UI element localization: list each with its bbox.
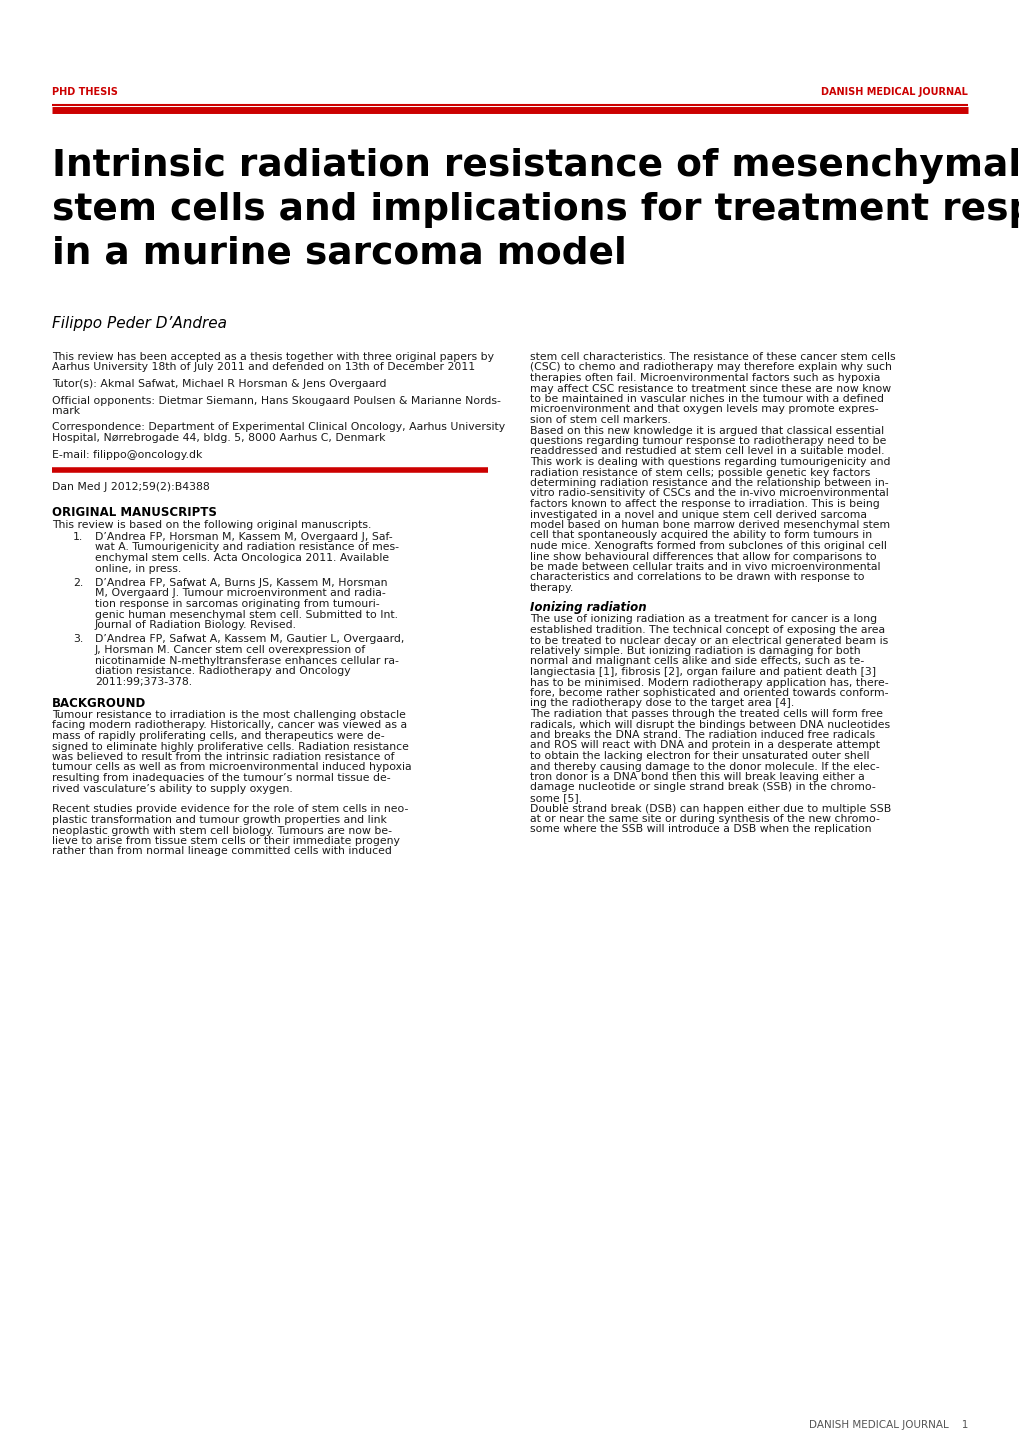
Text: stem cell characteristics. The resistance of these cancer stem cells: stem cell characteristics. The resistanc… xyxy=(530,352,895,362)
Text: tron donor is a DNA bond then this will break leaving either a: tron donor is a DNA bond then this will … xyxy=(530,772,864,782)
Text: may affect CSC resistance to treatment since these are now know: may affect CSC resistance to treatment s… xyxy=(530,384,891,394)
Text: Filippo Peder D’Andrea: Filippo Peder D’Andrea xyxy=(52,316,227,330)
Text: Tumour resistance to irradiation is the most challenging obstacle: Tumour resistance to irradiation is the … xyxy=(52,710,406,720)
Text: to obtain the lacking electron for their unsaturated outer shell: to obtain the lacking electron for their… xyxy=(530,750,868,760)
Text: radicals, which will disrupt the bindings between DNA nucleotides: radicals, which will disrupt the binding… xyxy=(530,720,890,730)
Text: stem cells and implications for treatment response: stem cells and implications for treatmen… xyxy=(52,192,1019,228)
Text: (CSC) to chemo and radiotherapy may therefore explain why such: (CSC) to chemo and radiotherapy may ther… xyxy=(530,362,891,372)
Text: D’Andrea FP, Safwat A, Burns JS, Kassem M, Horsman: D’Andrea FP, Safwat A, Burns JS, Kassem … xyxy=(95,579,387,587)
Text: sion of stem cell markers.: sion of stem cell markers. xyxy=(530,416,671,426)
Text: Recent studies provide evidence for the role of stem cells in neo-: Recent studies provide evidence for the … xyxy=(52,805,408,814)
Text: has to be minimised. Modern radiotherapy application has, there-: has to be minimised. Modern radiotherapy… xyxy=(530,678,888,687)
Text: and ROS will react with DNA and protein in a desperate attempt: and ROS will react with DNA and protein … xyxy=(530,740,879,750)
Text: ORIGINAL MANUSCRIPTS: ORIGINAL MANUSCRIPTS xyxy=(52,506,217,519)
Text: in a murine sarcoma model: in a murine sarcoma model xyxy=(52,237,626,271)
Text: relatively simple. But ionizing radiation is damaging for both: relatively simple. But ionizing radiatio… xyxy=(530,646,860,657)
Text: radiation resistance of stem cells; possible genetic key factors: radiation resistance of stem cells; poss… xyxy=(530,468,869,478)
Text: BACKGROUND: BACKGROUND xyxy=(52,697,146,710)
Text: to be treated to nuclear decay or an electrical generated beam is: to be treated to nuclear decay or an ele… xyxy=(530,635,888,645)
Text: langiectasia [1], fibrosis [2], organ failure and patient death [3]: langiectasia [1], fibrosis [2], organ fa… xyxy=(530,667,875,677)
Text: tumour cells as well as from microenvironmental induced hypoxia: tumour cells as well as from microenviro… xyxy=(52,762,412,772)
Text: ing the radiotherapy dose to the target area [4].: ing the radiotherapy dose to the target … xyxy=(530,698,794,709)
Text: online, in press.: online, in press. xyxy=(95,564,181,573)
Text: J, Horsman M. Cancer stem cell overexpression of: J, Horsman M. Cancer stem cell overexpre… xyxy=(95,645,366,655)
Text: signed to eliminate highly proliferative cells. Radiation resistance: signed to eliminate highly proliferative… xyxy=(52,742,409,752)
Text: neoplastic growth with stem cell biology. Tumours are now be-: neoplastic growth with stem cell biology… xyxy=(52,825,391,835)
Text: and thereby causing damage to the donor molecule. If the elec-: and thereby causing damage to the donor … xyxy=(530,762,878,772)
Text: enchymal stem cells. Acta Oncologica 2011. Available: enchymal stem cells. Acta Oncologica 201… xyxy=(95,553,388,563)
Text: D’Andrea FP, Horsman M, Kassem M, Overgaard J, Saf-: D’Andrea FP, Horsman M, Kassem M, Overga… xyxy=(95,532,392,543)
Text: model based on human bone marrow derived mesenchymal stem: model based on human bone marrow derived… xyxy=(530,519,890,530)
Text: resulting from inadequacies of the tumour’s normal tissue de-: resulting from inadequacies of the tumou… xyxy=(52,773,390,784)
Text: to be maintained in vascular niches in the tumour with a defined: to be maintained in vascular niches in t… xyxy=(530,394,883,404)
Text: Intrinsic radiation resistance of mesenchymal cancer: Intrinsic radiation resistance of mesenc… xyxy=(52,149,1019,185)
Text: characteristics and correlations to be drawn with response to: characteristics and correlations to be d… xyxy=(530,573,864,583)
Text: Correspondence: Department of Experimental Clinical Oncology, Aarhus University: Correspondence: Department of Experiment… xyxy=(52,423,504,433)
Text: questions regarding tumour response to radiotherapy need to be: questions regarding tumour response to r… xyxy=(530,436,886,446)
Text: diation resistance. Radiotherapy and Oncology: diation resistance. Radiotherapy and Onc… xyxy=(95,667,351,675)
Text: rather than from normal lineage committed cells with induced: rather than from normal lineage committe… xyxy=(52,847,391,857)
Text: therapy.: therapy. xyxy=(530,583,574,593)
Text: Official opponents: Dietmar Siemann, Hans Skougaard Poulsen & Marianne Nords-: Official opponents: Dietmar Siemann, Han… xyxy=(52,395,500,405)
Text: some where the SSB will introduce a DSB when the replication: some where the SSB will introduce a DSB … xyxy=(530,824,870,834)
Text: some [5].: some [5]. xyxy=(530,794,582,802)
Text: 1.: 1. xyxy=(73,532,84,543)
Text: Journal of Radiation Biology. Revised.: Journal of Radiation Biology. Revised. xyxy=(95,620,297,631)
Text: nude mice. Xenografts formed from subclones of this original cell: nude mice. Xenografts formed from subclo… xyxy=(530,541,886,551)
Text: normal and malignant cells alike and side effects, such as te-: normal and malignant cells alike and sid… xyxy=(530,657,863,667)
Text: The use of ionizing radiation as a treatment for cancer is a long: The use of ionizing radiation as a treat… xyxy=(530,615,876,625)
Text: therapies often fail. Microenvironmental factors such as hypoxia: therapies often fail. Microenvironmental… xyxy=(530,372,879,382)
Text: microenvironment and that oxygen levels may promote expres-: microenvironment and that oxygen levels … xyxy=(530,404,877,414)
Text: be made between cellular traits and in vivo microenvironmental: be made between cellular traits and in v… xyxy=(530,561,879,571)
Text: Double strand break (DSB) can happen either due to multiple SSB: Double strand break (DSB) can happen eit… xyxy=(530,804,891,814)
Text: was believed to result from the intrinsic radiation resistance of: was believed to result from the intrinsi… xyxy=(52,752,394,762)
Text: damage nucleotide or single strand break (SSB) in the chromo-: damage nucleotide or single strand break… xyxy=(530,782,875,792)
Text: DANISH MEDICAL JOURNAL    1: DANISH MEDICAL JOURNAL 1 xyxy=(808,1420,967,1430)
Text: determining radiation resistance and the relationship between in-: determining radiation resistance and the… xyxy=(530,478,888,488)
Text: mass of rapidly proliferating cells, and therapeutics were de-: mass of rapidly proliferating cells, and… xyxy=(52,732,384,742)
Text: rived vasculature’s ability to supply oxygen.: rived vasculature’s ability to supply ox… xyxy=(52,784,292,794)
Text: genic human mesenchymal stem cell. Submitted to Int.: genic human mesenchymal stem cell. Submi… xyxy=(95,609,397,619)
Text: lieve to arise from tissue stem cells or their immediate progeny: lieve to arise from tissue stem cells or… xyxy=(52,835,399,846)
Text: vitro radio-sensitivity of CSCs and the in-vivo microenvironmental: vitro radio-sensitivity of CSCs and the … xyxy=(530,489,888,498)
Text: investigated in a novel and unique stem cell derived sarcoma: investigated in a novel and unique stem … xyxy=(530,509,866,519)
Text: wat A. Tumourigenicity and radiation resistance of mes-: wat A. Tumourigenicity and radiation res… xyxy=(95,543,398,553)
Text: tion response in sarcomas originating from tumouri-: tion response in sarcomas originating fr… xyxy=(95,599,379,609)
Text: D’Andrea FP, Safwat A, Kassem M, Gautier L, Overgaard,: D’Andrea FP, Safwat A, Kassem M, Gautier… xyxy=(95,635,404,645)
Text: established tradition. The technical concept of exposing the area: established tradition. The technical con… xyxy=(530,625,884,635)
Text: and breaks the DNA strand. The radiation induced free radicals: and breaks the DNA strand. The radiation… xyxy=(530,730,874,740)
Text: Aarhus University 18th of July 2011 and defended on 13th of December 2011: Aarhus University 18th of July 2011 and … xyxy=(52,362,475,372)
Text: plastic transformation and tumour growth properties and link: plastic transformation and tumour growth… xyxy=(52,815,386,825)
Text: E-mail: filippo@oncology.dk: E-mail: filippo@oncology.dk xyxy=(52,450,202,459)
Text: factors known to affect the response to irradiation. This is being: factors known to affect the response to … xyxy=(530,499,878,509)
Text: mark: mark xyxy=(52,405,81,416)
Text: Hospital, Nørrebrogade 44, bldg. 5, 8000 Aarhus C, Denmark: Hospital, Nørrebrogade 44, bldg. 5, 8000… xyxy=(52,433,385,443)
Text: The radiation that passes through the treated cells will form free: The radiation that passes through the tr… xyxy=(530,709,882,719)
Text: Based on this new knowledge it is argued that classical essential: Based on this new knowledge it is argued… xyxy=(530,426,883,436)
Text: This work is dealing with questions regarding tumourigenicity and: This work is dealing with questions rega… xyxy=(530,457,890,468)
Text: readdressed and restudied at stem cell level in a suitable model.: readdressed and restudied at stem cell l… xyxy=(530,446,883,456)
Text: This review has been accepted as a thesis together with three original papers by: This review has been accepted as a thesi… xyxy=(52,352,493,362)
Text: line show behavioural differences that allow for comparisons to: line show behavioural differences that a… xyxy=(530,551,875,561)
Text: facing modern radiotherapy. Historically, cancer was viewed as a: facing modern radiotherapy. Historically… xyxy=(52,720,407,730)
Text: PHD THESIS: PHD THESIS xyxy=(52,87,118,97)
Text: 3.: 3. xyxy=(73,635,84,645)
Text: at or near the same site or during synthesis of the new chromo-: at or near the same site or during synth… xyxy=(530,814,879,824)
Text: 2.: 2. xyxy=(73,579,84,587)
Text: DANISH MEDICAL JOURNAL: DANISH MEDICAL JOURNAL xyxy=(820,87,967,97)
Text: Dan Med J 2012;59(2):B4388: Dan Med J 2012;59(2):B4388 xyxy=(52,482,210,492)
Text: cell that spontaneously acquired the ability to form tumours in: cell that spontaneously acquired the abi… xyxy=(530,531,871,541)
Text: Tutor(s): Akmal Safwat, Michael R Horsman & Jens Overgaard: Tutor(s): Akmal Safwat, Michael R Horsma… xyxy=(52,380,386,390)
Text: This review is based on the following original manuscripts.: This review is based on the following or… xyxy=(52,519,371,530)
Text: Ionizing radiation: Ionizing radiation xyxy=(530,602,646,615)
Text: M, Overgaard J. Tumour microenvironment and radia-: M, Overgaard J. Tumour microenvironment … xyxy=(95,589,385,599)
Text: nicotinamide N-methyltransferase enhances cellular ra-: nicotinamide N-methyltransferase enhance… xyxy=(95,655,398,665)
Text: 2011:99;373-378.: 2011:99;373-378. xyxy=(95,677,192,687)
Text: fore, become rather sophisticated and oriented towards conform-: fore, become rather sophisticated and or… xyxy=(530,688,888,698)
